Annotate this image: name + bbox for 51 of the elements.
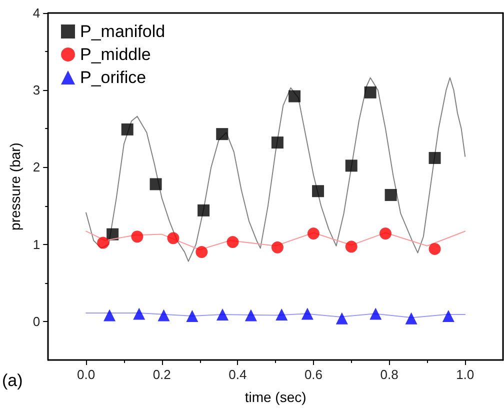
point bbox=[271, 241, 284, 254]
point bbox=[150, 178, 162, 190]
point bbox=[312, 185, 324, 198]
point bbox=[133, 308, 146, 320]
point bbox=[276, 308, 288, 321]
point bbox=[288, 90, 301, 102]
point bbox=[271, 136, 284, 149]
point bbox=[442, 310, 454, 322]
point bbox=[380, 228, 392, 240]
point bbox=[428, 152, 441, 164]
point bbox=[226, 236, 239, 248]
y-axis-title: pressure (bar) bbox=[7, 142, 23, 230]
point bbox=[336, 312, 348, 324]
point bbox=[186, 310, 198, 322]
x-tick-label: 0.4 bbox=[228, 367, 247, 382]
point bbox=[244, 309, 257, 322]
point bbox=[345, 240, 358, 253]
point bbox=[216, 128, 228, 140]
point bbox=[167, 232, 180, 244]
point bbox=[196, 246, 208, 258]
point bbox=[345, 160, 358, 172]
legend-label: P_orifice bbox=[80, 68, 146, 87]
y-tick-label: 1 bbox=[32, 236, 40, 252]
y-tick-label: 0 bbox=[32, 314, 40, 329]
legend-label: P_manifold bbox=[80, 22, 166, 41]
y-tick-label: 4 bbox=[32, 6, 40, 20]
point bbox=[158, 309, 170, 322]
point bbox=[131, 230, 144, 243]
point bbox=[301, 308, 314, 320]
text: (a) bbox=[2, 371, 23, 390]
legend-label: P_middle bbox=[80, 45, 151, 64]
point bbox=[405, 312, 418, 324]
point bbox=[384, 188, 397, 201]
y-tick-label: 2 bbox=[32, 160, 40, 175]
point bbox=[97, 236, 110, 249]
y-tick-label: 3 bbox=[32, 82, 40, 98]
x-axis-title: time (sec) bbox=[244, 389, 306, 405]
x-tick-label: 1.0 bbox=[456, 367, 474, 382]
point bbox=[364, 86, 376, 98]
x-tick-label: 0.2 bbox=[152, 367, 171, 382]
x-tick-label: 0.8 bbox=[380, 367, 398, 382]
point bbox=[198, 204, 210, 216]
x-tick-label: 0.6 bbox=[304, 367, 323, 382]
point bbox=[106, 228, 119, 240]
point bbox=[104, 309, 116, 322]
point bbox=[216, 308, 228, 321]
point bbox=[307, 228, 320, 240]
point bbox=[370, 308, 382, 320]
point bbox=[121, 123, 134, 136]
point bbox=[428, 242, 441, 255]
x-tick-label: 0.0 bbox=[76, 367, 96, 382]
